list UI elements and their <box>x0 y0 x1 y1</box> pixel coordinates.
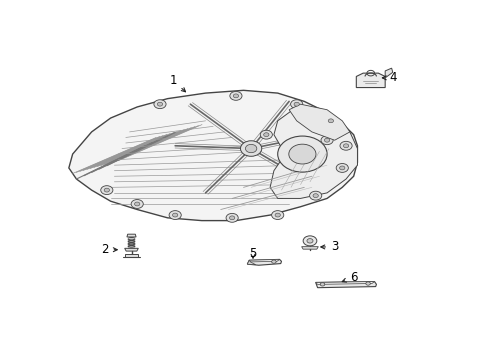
Circle shape <box>328 119 334 123</box>
Circle shape <box>172 213 178 217</box>
Circle shape <box>313 194 318 198</box>
Text: 4: 4 <box>382 71 397 84</box>
Circle shape <box>230 91 242 100</box>
Circle shape <box>260 130 272 139</box>
Text: 1: 1 <box>170 74 186 92</box>
Circle shape <box>278 136 327 172</box>
Polygon shape <box>302 247 318 249</box>
Polygon shape <box>316 282 376 288</box>
Polygon shape <box>127 234 136 237</box>
Circle shape <box>340 141 352 150</box>
Polygon shape <box>69 90 358 221</box>
Circle shape <box>307 239 313 243</box>
Circle shape <box>241 141 262 156</box>
Circle shape <box>154 100 166 109</box>
Circle shape <box>321 136 333 145</box>
Circle shape <box>320 283 325 286</box>
Circle shape <box>325 116 337 125</box>
Polygon shape <box>249 260 280 262</box>
Polygon shape <box>289 104 350 140</box>
Polygon shape <box>247 260 256 265</box>
Circle shape <box>233 94 239 98</box>
Circle shape <box>226 213 238 222</box>
Polygon shape <box>247 260 281 265</box>
Circle shape <box>340 166 345 170</box>
Text: 3: 3 <box>321 240 339 253</box>
Text: 2: 2 <box>101 243 117 256</box>
Circle shape <box>343 144 349 148</box>
Circle shape <box>324 138 330 142</box>
Circle shape <box>294 102 299 106</box>
Text: 6: 6 <box>342 271 357 284</box>
Text: 5: 5 <box>249 247 257 260</box>
Circle shape <box>264 133 269 136</box>
Circle shape <box>245 144 257 153</box>
Circle shape <box>289 144 316 164</box>
Circle shape <box>310 191 322 200</box>
Circle shape <box>303 236 317 246</box>
Polygon shape <box>270 104 358 198</box>
Circle shape <box>135 202 140 206</box>
Circle shape <box>169 211 181 220</box>
Circle shape <box>336 163 348 172</box>
Circle shape <box>271 211 284 220</box>
Circle shape <box>131 199 143 208</box>
Circle shape <box>101 186 113 194</box>
Polygon shape <box>124 248 138 251</box>
Circle shape <box>229 216 235 220</box>
Circle shape <box>366 282 370 285</box>
Polygon shape <box>356 73 385 87</box>
Circle shape <box>157 102 163 106</box>
Circle shape <box>104 188 109 192</box>
Circle shape <box>275 213 280 217</box>
Circle shape <box>291 100 303 109</box>
Polygon shape <box>124 255 138 257</box>
Circle shape <box>271 260 276 263</box>
Polygon shape <box>385 68 393 78</box>
Polygon shape <box>316 282 374 284</box>
